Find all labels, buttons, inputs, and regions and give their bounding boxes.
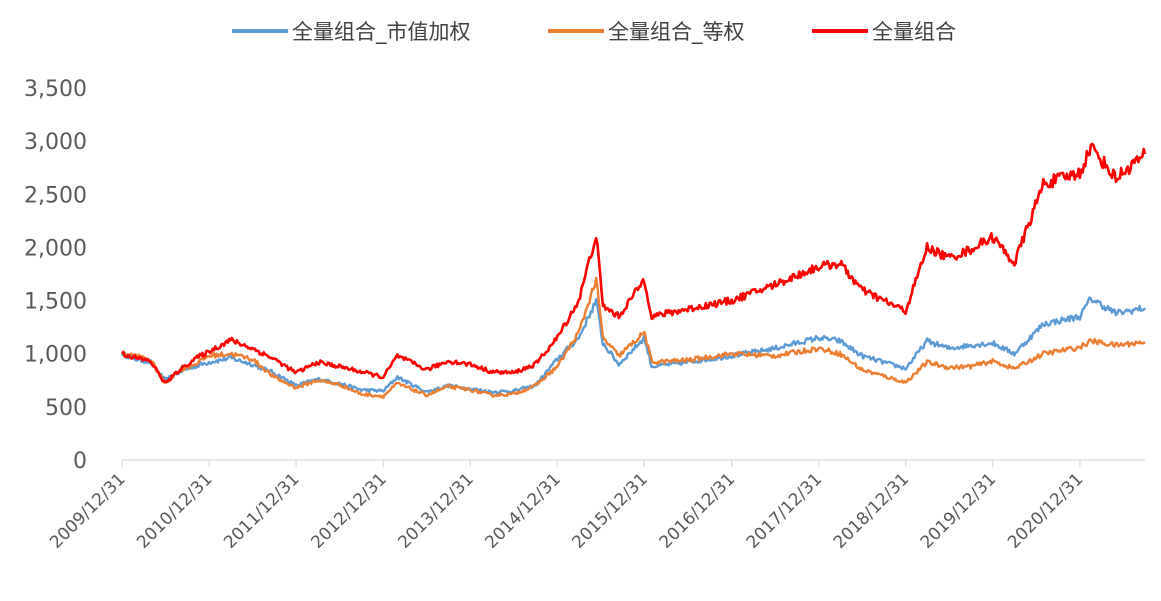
y-tick-label: 500 bbox=[45, 396, 87, 421]
legend: 全量组合_市值加权 全量组合_等权 全量组合 bbox=[232, 20, 956, 45]
x-tick-label: 2014/12/31 bbox=[481, 469, 564, 552]
legend-label-2: 全量组合_等权 bbox=[608, 20, 745, 45]
x-tick-label: 2011/12/31 bbox=[220, 469, 303, 552]
x-tick-label: 2017/12/31 bbox=[743, 469, 826, 552]
y-tick-label: 2,000 bbox=[24, 236, 87, 261]
series-line-3 bbox=[121, 142, 1147, 384]
x-tick-label: 2016/12/31 bbox=[656, 469, 739, 552]
y-tick-label: 0 bbox=[73, 449, 87, 474]
x-tick-label: 2018/12/31 bbox=[830, 469, 913, 552]
y-tick-label: 3,000 bbox=[24, 130, 87, 155]
y-tick-label: 2,500 bbox=[24, 183, 87, 208]
y-tick-label: 1,500 bbox=[24, 290, 87, 315]
x-tick-label: 2009/12/31 bbox=[46, 469, 129, 552]
x-tick-label: 2010/12/31 bbox=[133, 469, 216, 552]
series-line-1 bbox=[120, 296, 1146, 395]
series-line-2 bbox=[120, 276, 1146, 399]
plot-area bbox=[120, 142, 1147, 399]
y-tick-label: 1,000 bbox=[24, 343, 87, 368]
x-tick-label: 2012/12/31 bbox=[307, 469, 390, 552]
x-tick-label: 2019/12/31 bbox=[917, 469, 1000, 552]
legend-label-3: 全量组合 bbox=[872, 20, 956, 44]
x-tick-label: 2013/12/31 bbox=[394, 469, 477, 552]
x-tick-label: 2015/12/31 bbox=[568, 469, 651, 552]
y-tick-label: 3,500 bbox=[24, 77, 87, 102]
x-axis: 2009/12/31 2010/12/31 2011/12/31 2012/12/31… bbox=[46, 459, 1145, 553]
y-axis: 0 500 1,000 1,500 2,000 2,500 3,000 3,500 bbox=[24, 77, 87, 474]
x-tick-label: 2020/12/31 bbox=[1004, 469, 1087, 552]
legend-label-1: 全量组合_市值加权 bbox=[292, 20, 471, 45]
